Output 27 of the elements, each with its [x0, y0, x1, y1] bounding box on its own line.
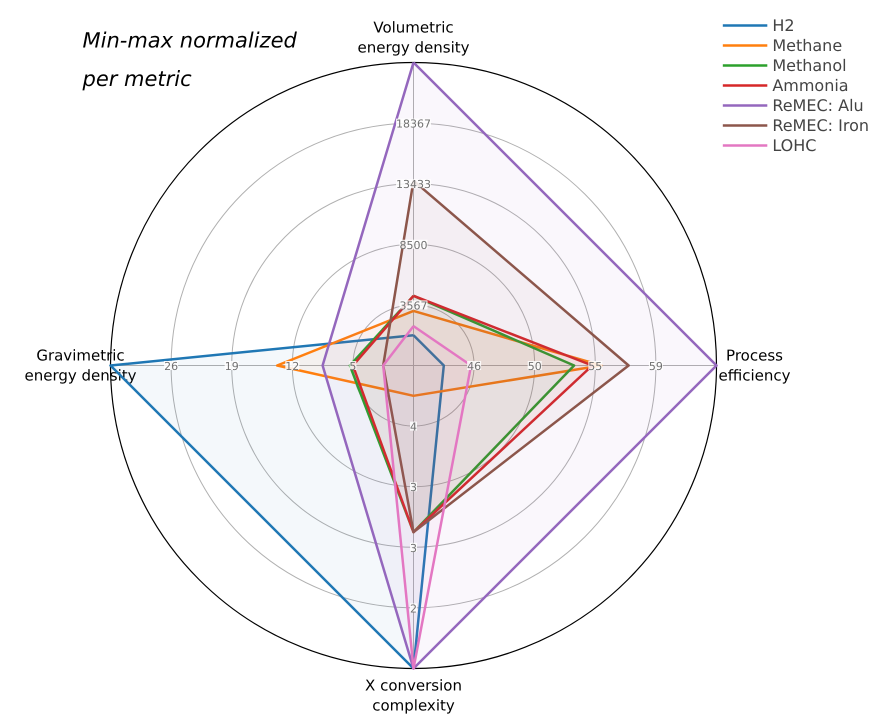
text: 2	[410, 602, 417, 616]
text: 19	[224, 360, 239, 373]
spoke-label: Process efficiency	[718, 346, 791, 384]
text: 46	[467, 360, 482, 373]
text: 4	[410, 420, 417, 434]
text: 3	[410, 481, 417, 494]
text: Min-max normalized per metric	[82, 28, 298, 91]
legend-label: Ammonia	[772, 76, 849, 94]
text: 5	[349, 360, 356, 373]
legend-label: Methane	[772, 36, 842, 54]
text: 50	[528, 360, 542, 373]
spoke-label: X conversion complexity	[365, 676, 462, 714]
text: 12	[285, 360, 300, 373]
text: 8500	[400, 238, 428, 252]
legend-label: Methanol	[772, 56, 847, 74]
text: 3567	[400, 299, 428, 312]
text: 18367	[396, 118, 432, 131]
text: 26	[164, 360, 178, 373]
legend-label: H2	[772, 16, 795, 34]
legend-label: ReMEC: Alu	[772, 96, 864, 114]
legend-label: ReMEC: Iron	[772, 116, 869, 134]
text: 59	[648, 360, 663, 373]
spoke-label: Volumetric energy density	[357, 18, 470, 56]
legend-label: LOHC	[772, 136, 816, 154]
text: 3	[410, 542, 417, 555]
text: 13433	[396, 178, 432, 192]
text: 55	[588, 360, 602, 373]
